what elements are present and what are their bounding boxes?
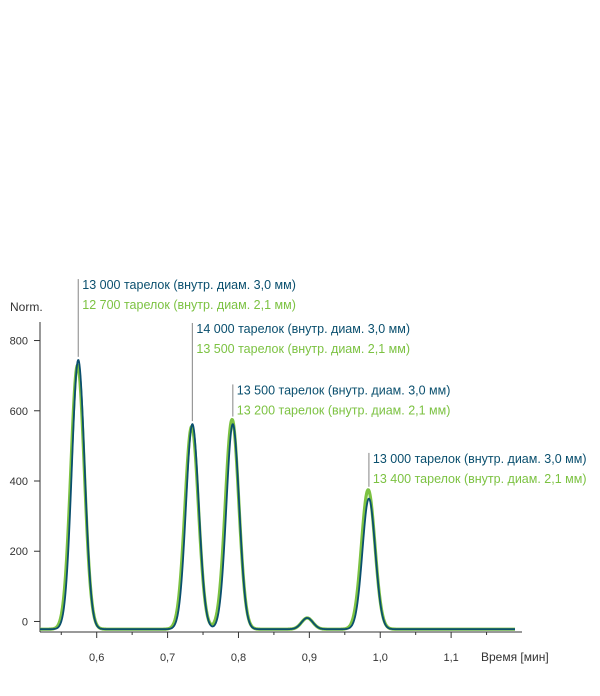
- annotation-label-3mm: 13 000 тарелок (внутр. диам. 3,0 мм): [373, 452, 587, 466]
- y-tick-label: 600: [10, 406, 28, 418]
- x-tick-label: 1,0: [373, 652, 388, 664]
- y-tick-label: 400: [10, 476, 28, 488]
- y-tick-label: 0: [22, 616, 28, 628]
- x-tick-label: 0,6: [89, 652, 104, 664]
- y-tick-label: 800: [10, 336, 28, 348]
- x-tick-label: 0,9: [302, 652, 317, 664]
- series-layer: [38, 359, 517, 631]
- annotation-layer: 13 000 тарелок (внутр. диам. 3,0 мм) 12 7…: [77, 278, 587, 487]
- y-tick-label: 200: [10, 546, 28, 558]
- x-tick-label: 1,1: [443, 652, 458, 664]
- x-axis-label: Время [мин]: [481, 650, 549, 664]
- x-tick-label: 0,7: [160, 652, 175, 664]
- annotation-label-3mm: 13 500 тарелок (внутр. диам. 3,0 мм): [237, 383, 451, 397]
- annotation-label-2mm: 12 700 тарелок (внутр. диам. 2,1 мм): [82, 298, 296, 312]
- annotation-label-3mm: 14 000 тарелок (внутр. диам. 3,0 мм): [196, 322, 410, 336]
- annotation-label-2mm: 13 400 тарелок (внутр. диам. 2,1 мм): [373, 472, 587, 486]
- axes: 0 200 400 600 800 0,6 0,7 0,8 0,9 1,0 1,1: [10, 322, 522, 664]
- x-tick-label: 0,8: [231, 652, 246, 664]
- annotation-label-2mm: 13 200 тарелок (внутр. диам. 2,1 мм): [237, 403, 451, 417]
- y-axis-label: Norm.: [10, 300, 43, 314]
- annotation-label-3mm: 13 000 тарелок (внутр. диам. 3,0 мм): [82, 278, 296, 292]
- annotation-label-2mm: 13 500 тарелок (внутр. диам. 2,1 мм): [196, 342, 410, 356]
- series-line-2: [39, 359, 516, 631]
